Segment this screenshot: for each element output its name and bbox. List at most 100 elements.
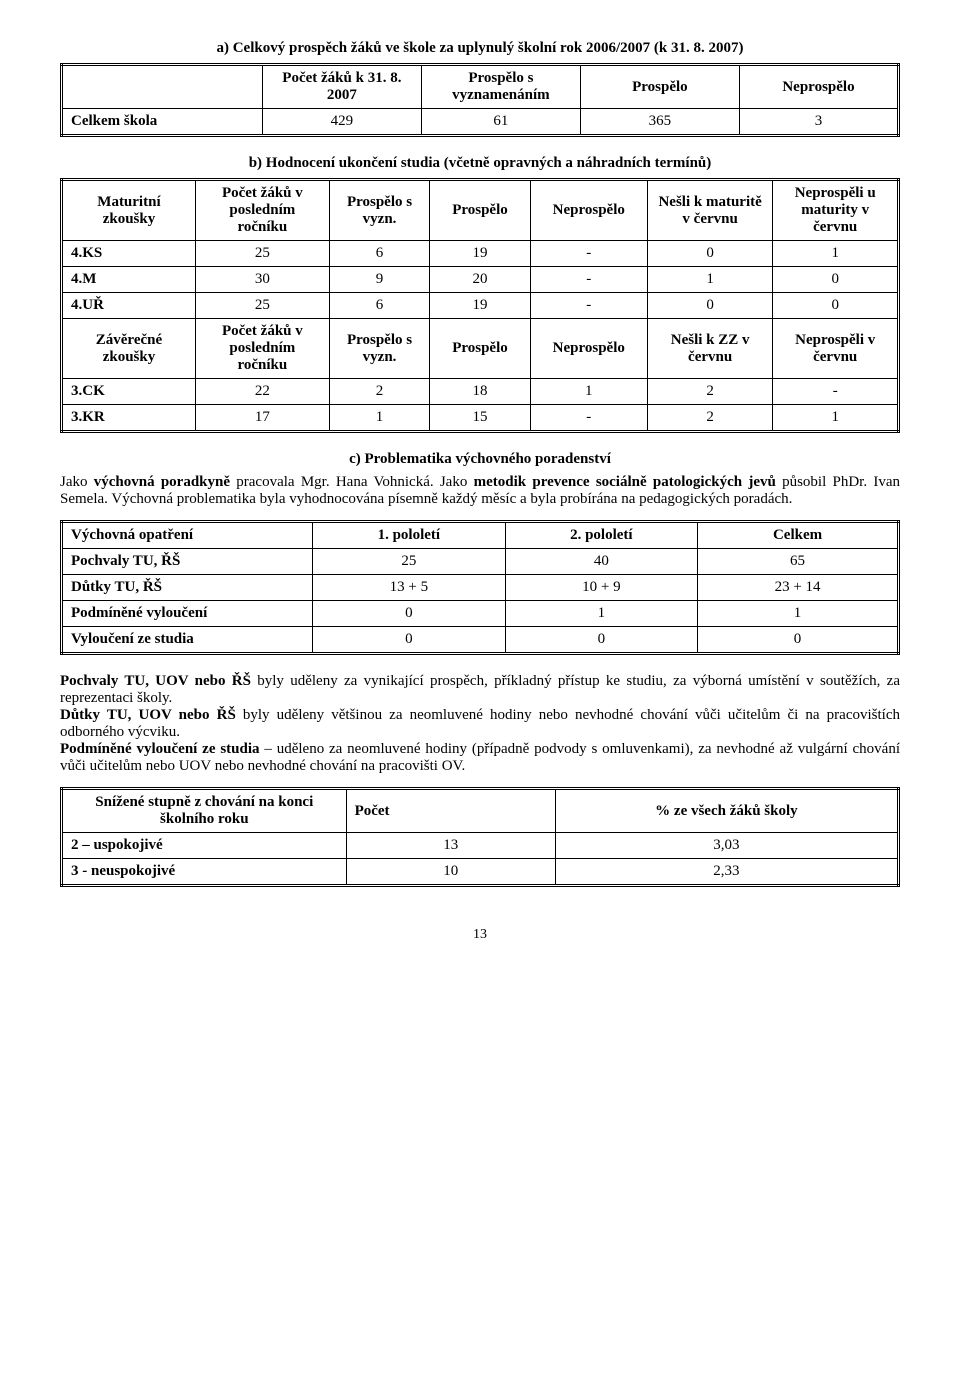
- cell: 6: [329, 241, 429, 267]
- cell: 3 - neuspokojivé: [62, 859, 347, 886]
- section-b-title: b) Hodnocení ukončení studia (včetně opr…: [60, 155, 900, 172]
- th-vyzn: Prospělo s vyznamenáním: [421, 65, 580, 109]
- table-row: Celkem škola 429 61 365 3: [62, 109, 899, 136]
- cell: -: [530, 241, 647, 267]
- section-c-title: c) Problematika výchovného poradenství: [60, 451, 900, 468]
- cell: 19: [430, 241, 530, 267]
- cell: 0: [773, 267, 899, 293]
- cell: 3.CK: [62, 379, 196, 405]
- cell: 9: [329, 267, 429, 293]
- th: Počet žáků v posledním ročníku: [195, 319, 329, 379]
- cell: 13 + 5: [313, 575, 506, 601]
- cell: 17: [195, 405, 329, 432]
- cell: Důtky TU, ŘŠ: [62, 575, 313, 601]
- cell: Pochvaly TU, ŘŠ: [62, 549, 313, 575]
- cell: 65: [698, 549, 899, 575]
- cell: 61: [421, 109, 580, 136]
- cell: 13: [346, 833, 555, 859]
- th: Snížené stupně z chování na konci školní…: [62, 789, 347, 833]
- th-pocet: Počet žáků k 31. 8. 2007: [262, 65, 421, 109]
- cell: 10 + 9: [505, 575, 698, 601]
- table-vychovna-opatreni: Výchovná opatření 1. pololetí 2. pololet…: [60, 520, 900, 655]
- th: Výchovná opatření: [62, 522, 313, 549]
- table-row: 4.UŘ 25 6 19 - 0 0: [62, 293, 899, 319]
- cell: 0: [647, 293, 773, 319]
- cell: 1: [505, 601, 698, 627]
- cell: 6: [329, 293, 429, 319]
- cell: 429: [262, 109, 421, 136]
- cell: -: [530, 267, 647, 293]
- th: Neprospěli v červnu: [773, 319, 899, 379]
- t-bold: výchovná poradkyně: [94, 474, 230, 490]
- cell: 23 + 14: [698, 575, 899, 601]
- table-row: 3.KR 17 1 15 - 2 1: [62, 405, 899, 432]
- table-row: Podmíněné vyloučení 0 1 1: [62, 601, 899, 627]
- cell: 20: [430, 267, 530, 293]
- cell: 2: [647, 379, 773, 405]
- cell: -: [530, 293, 647, 319]
- cell: -: [530, 405, 647, 432]
- t: Jako: [60, 474, 94, 490]
- cell: 0: [773, 293, 899, 319]
- th: Počet žáků v posledním ročníku: [195, 180, 329, 241]
- para-pochvaly: Pochvaly TU, UOV nebo ŘŠ byly uděleny za…: [60, 673, 900, 707]
- cell: 0: [505, 627, 698, 654]
- table-row: 3.CK 22 2 18 1 2 -: [62, 379, 899, 405]
- t-bold: Podmíněné vyloučení ze studia: [60, 741, 260, 757]
- table-row: 3 - neuspokojivé 10 2,33: [62, 859, 899, 886]
- th: Prospělo: [430, 180, 530, 241]
- th: Prospělo: [430, 319, 530, 379]
- paragraph-vychovna: Jako výchovná poradkyně pracovala Mgr. H…: [60, 474, 900, 508]
- cell: 18: [430, 379, 530, 405]
- cell: 0: [647, 241, 773, 267]
- table-zkousky: Maturitní zkoušky Počet žáků v posledním…: [60, 178, 900, 433]
- th: % ze všech žáků školy: [555, 789, 898, 833]
- cell: 10: [346, 859, 555, 886]
- cell: 0: [313, 627, 506, 654]
- th: Počet: [346, 789, 555, 833]
- cell: 4.KS: [62, 241, 196, 267]
- th: Maturitní zkoušky: [62, 180, 196, 241]
- cell: Vyloučení ze studia: [62, 627, 313, 654]
- table-row: Důtky TU, ŘŠ 13 + 5 10 + 9 23 + 14: [62, 575, 899, 601]
- th: Nešli k ZZ v červnu: [647, 319, 773, 379]
- cell: 3,03: [555, 833, 898, 859]
- th: Neprospělo: [530, 180, 647, 241]
- cell: 19: [430, 293, 530, 319]
- table-row: Pochvaly TU, ŘŠ 25 40 65: [62, 549, 899, 575]
- table-row: 2 – uspokojivé 13 3,03: [62, 833, 899, 859]
- cell: 2 – uspokojivé: [62, 833, 347, 859]
- cell: 30: [195, 267, 329, 293]
- cell: 0: [698, 627, 899, 654]
- cell: 1: [698, 601, 899, 627]
- cell: 1: [647, 267, 773, 293]
- t-bold: Pochvaly TU, UOV nebo ŘŠ: [60, 673, 251, 689]
- th: Neprospělo: [530, 319, 647, 379]
- cell: 1: [329, 405, 429, 432]
- cell: 2: [647, 405, 773, 432]
- t: pracovala Mgr. Hana Vohnická. Jako: [230, 474, 474, 490]
- th: Neprospěli u maturity v červnu: [773, 180, 899, 241]
- cell: 25: [313, 549, 506, 575]
- cell-label: Celkem škola: [62, 109, 263, 136]
- para-dutky: Důtky TU, UOV nebo ŘŠ byly uděleny větši…: [60, 707, 900, 741]
- cell: 15: [430, 405, 530, 432]
- cell: 0: [313, 601, 506, 627]
- cell: 4.M: [62, 267, 196, 293]
- cell: 3: [739, 109, 898, 136]
- cell: 40: [505, 549, 698, 575]
- th: Závěrečné zkoušky: [62, 319, 196, 379]
- cell: 22: [195, 379, 329, 405]
- table-row: Vyloučení ze studia 0 0 0: [62, 627, 899, 654]
- cell: 2: [329, 379, 429, 405]
- th: 2. pololetí: [505, 522, 698, 549]
- paragraph-block: Pochvaly TU, UOV nebo ŘŠ byly uděleny za…: [60, 673, 900, 775]
- t-bold: Důtky TU, UOV nebo ŘŠ: [60, 707, 236, 723]
- cell: 1: [530, 379, 647, 405]
- cell: 1: [773, 405, 899, 432]
- table-snizene-stupne: Snížené stupně z chování na konci školní…: [60, 787, 900, 887]
- table-row: 4.M 30 9 20 - 1 0: [62, 267, 899, 293]
- cell: 1: [773, 241, 899, 267]
- th: 1. pololetí: [313, 522, 506, 549]
- th: Prospělo s vyzn.: [329, 319, 429, 379]
